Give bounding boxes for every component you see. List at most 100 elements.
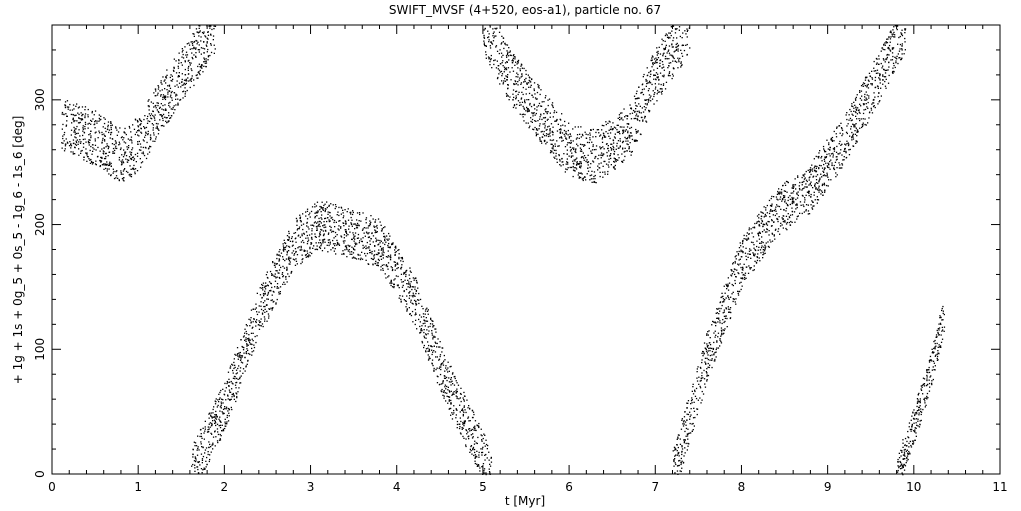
data-point [371, 232, 373, 235]
data-point [215, 415, 217, 417]
data-point [82, 113, 84, 116]
data-point [250, 317, 252, 319]
data-point [503, 71, 505, 73]
data-point [587, 154, 589, 156]
data-point [499, 49, 501, 51]
data-point [740, 266, 742, 269]
data-point [447, 367, 449, 369]
data-point [178, 75, 180, 77]
data-point [806, 186, 808, 188]
data-point [140, 162, 143, 164]
data-point [386, 238, 388, 240]
data-point [760, 222, 762, 224]
data-point [336, 239, 338, 242]
data-point [672, 56, 674, 59]
data-point [326, 201, 328, 203]
data-point [388, 242, 390, 245]
data-point [435, 328, 437, 330]
data-point [711, 359, 713, 361]
data-point [674, 455, 676, 457]
data-point [532, 113, 534, 115]
data-point [128, 159, 130, 161]
data-point [216, 415, 218, 418]
data-point [840, 144, 842, 146]
data-point [793, 200, 795, 203]
data-point [277, 254, 280, 256]
data-point [639, 133, 642, 135]
data-point [827, 166, 829, 168]
data-point [327, 211, 329, 213]
data-point [575, 167, 577, 169]
data-point [648, 82, 650, 84]
data-point [162, 98, 164, 100]
data-point [504, 62, 507, 64]
data-point [123, 131, 125, 134]
data-point [406, 308, 408, 310]
data-point [758, 232, 760, 234]
data-point [333, 219, 336, 222]
data-point [103, 139, 106, 141]
data-point [462, 415, 464, 417]
data-point [260, 308, 263, 311]
data-point [347, 208, 349, 210]
data-point [659, 65, 661, 67]
data-point [82, 127, 84, 129]
data-point [200, 65, 202, 67]
data-point [77, 143, 79, 145]
data-point [797, 215, 799, 217]
data-point [576, 137, 578, 139]
data-point [384, 226, 386, 228]
data-point [408, 281, 410, 283]
data-point [547, 111, 549, 113]
data-point [365, 245, 367, 247]
data-point [427, 333, 429, 335]
data-point [334, 207, 336, 210]
data-point [436, 346, 438, 348]
data-point [298, 226, 301, 228]
data-point [322, 225, 324, 227]
data-point [133, 128, 136, 130]
data-point [385, 264, 388, 266]
x-tick-label: 8 [738, 480, 746, 494]
data-point [290, 271, 293, 273]
data-point [246, 344, 248, 346]
data-point [130, 151, 133, 154]
data-point [317, 210, 319, 212]
x-tick-label: 0 [48, 480, 56, 494]
data-point [582, 152, 584, 154]
data-point [237, 358, 239, 360]
data-point [487, 56, 490, 58]
data-point [205, 62, 208, 64]
data-point [685, 427, 688, 430]
data-point [427, 341, 429, 343]
data-point [401, 295, 404, 297]
data-point [329, 241, 331, 243]
data-point [264, 308, 266, 310]
data-point [82, 134, 84, 137]
data-point [191, 56, 193, 59]
data-point [483, 468, 486, 470]
data-point [515, 61, 517, 63]
data-point [370, 251, 372, 254]
data-point [766, 224, 769, 226]
data-point [675, 463, 677, 466]
data-point [695, 387, 698, 390]
data-point [217, 399, 219, 401]
data-point [828, 142, 830, 144]
data-point [183, 84, 185, 86]
data-point [119, 148, 122, 151]
data-point [655, 86, 657, 88]
data-point [286, 235, 289, 237]
data-point [410, 281, 412, 283]
data-point [430, 318, 432, 321]
data-point [222, 412, 224, 414]
data-point [743, 238, 745, 240]
data-point [283, 250, 285, 252]
data-point [630, 151, 633, 153]
data-point [269, 308, 271, 310]
data-point [271, 286, 273, 289]
data-point [137, 134, 139, 136]
data-point [486, 457, 488, 459]
data-point [762, 223, 764, 225]
data-point [171, 97, 173, 99]
